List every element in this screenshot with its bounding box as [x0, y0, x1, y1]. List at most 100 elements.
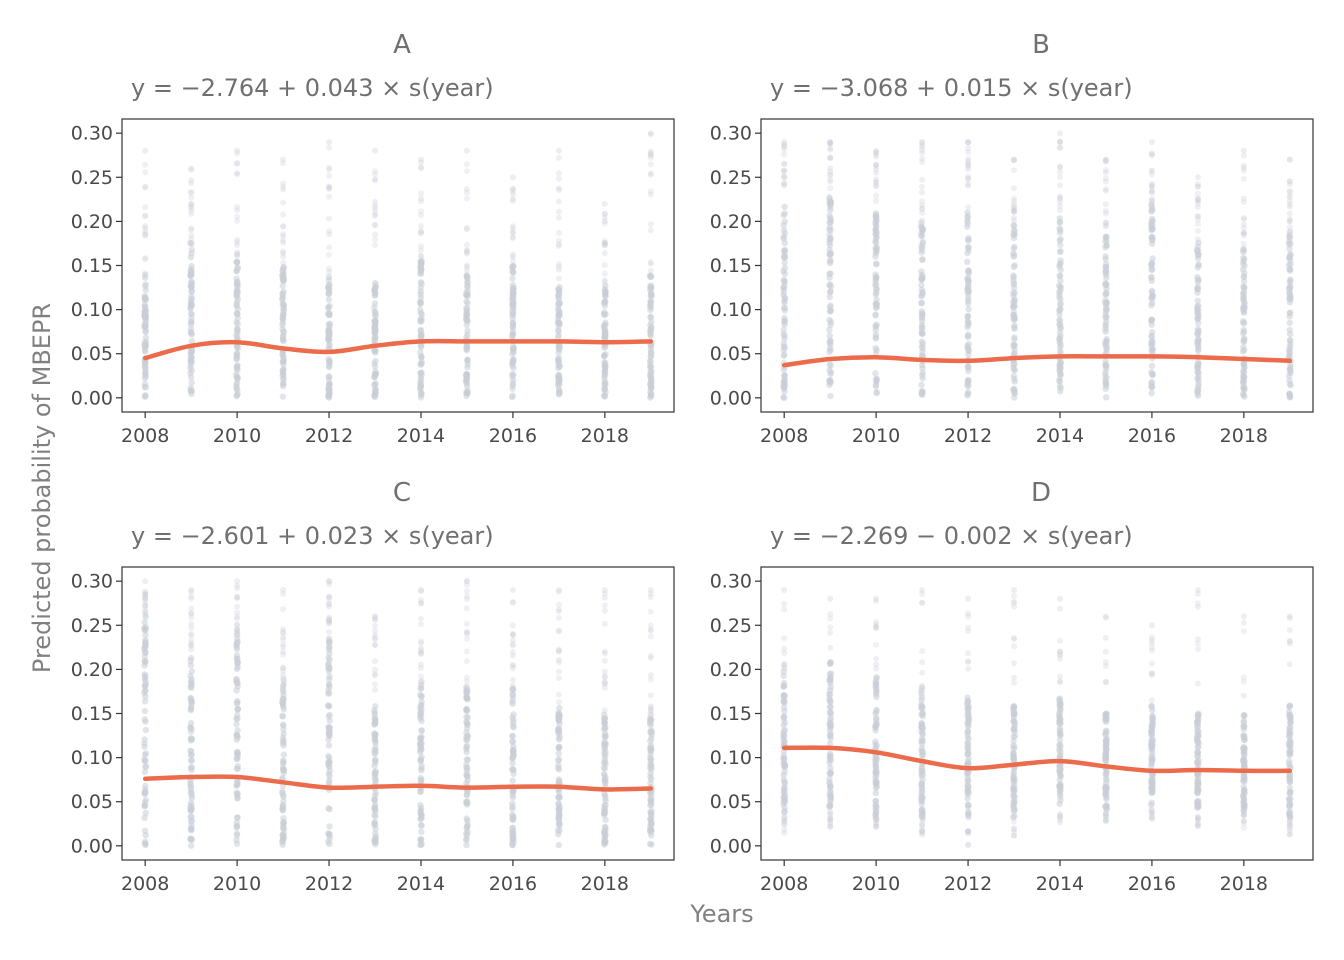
- data-point: [780, 247, 788, 254]
- data-point: [555, 327, 562, 334]
- data-point: [647, 221, 654, 228]
- data-point: [326, 144, 333, 151]
- data-point: [1194, 590, 1201, 597]
- data-point: [188, 205, 195, 212]
- data-point: [826, 270, 833, 277]
- data-point: [919, 227, 926, 234]
- data-point: [827, 203, 834, 211]
- data-point: [464, 356, 471, 363]
- data-point: [464, 764, 471, 772]
- data-point: [965, 139, 972, 146]
- data-point: [1194, 640, 1201, 647]
- data-point: [647, 706, 654, 713]
- data-point: [872, 239, 880, 246]
- data-point: [601, 836, 608, 843]
- data-point: [1102, 207, 1109, 214]
- data-point: [1057, 388, 1064, 395]
- data-point: [919, 176, 926, 183]
- data-point: [463, 311, 471, 318]
- data-point: [1010, 750, 1017, 757]
- data-point: [1286, 763, 1293, 770]
- data-point: [827, 812, 834, 819]
- data-point: [873, 192, 880, 199]
- data-point: [1285, 261, 1293, 269]
- data-point: [872, 691, 880, 698]
- data-point: [418, 649, 424, 656]
- data-point: [418, 638, 424, 645]
- data-point: [371, 393, 379, 400]
- data-point: [872, 253, 879, 260]
- data-point: [1240, 820, 1247, 827]
- data-point: [1287, 382, 1294, 389]
- data-point: [827, 140, 834, 147]
- data-point: [647, 802, 654, 809]
- data-point: [873, 619, 880, 626]
- data-point: [418, 212, 424, 219]
- y-tick-label: 0.15: [710, 703, 752, 725]
- data-point: [233, 355, 240, 363]
- data-point: [827, 198, 835, 205]
- data-point: [964, 300, 972, 307]
- data-point: [233, 721, 240, 728]
- data-point: [464, 317, 471, 324]
- data-point: [188, 620, 195, 627]
- data-point: [280, 730, 287, 737]
- data-point: [827, 815, 834, 822]
- data-point: [1285, 285, 1293, 292]
- data-point: [188, 166, 195, 173]
- data-point: [1148, 814, 1155, 821]
- data-point: [781, 388, 788, 395]
- data-point: [873, 623, 880, 630]
- data-point: [141, 662, 148, 669]
- data-point: [873, 754, 880, 761]
- data-point: [555, 800, 562, 807]
- data-point: [873, 822, 880, 829]
- data-point: [964, 769, 971, 776]
- data-point: [509, 812, 517, 820]
- data-point: [602, 778, 609, 785]
- data-point: [827, 808, 834, 815]
- data-point: [1056, 363, 1064, 371]
- data-point: [919, 183, 926, 190]
- data-point: [1194, 236, 1201, 242]
- data-point: [141, 652, 148, 660]
- data-point: [873, 675, 880, 682]
- data-point: [233, 643, 240, 650]
- data-point: [326, 595, 333, 602]
- points-group: [780, 130, 1294, 401]
- data-point: [280, 767, 287, 774]
- data-point: [463, 734, 470, 741]
- data-point: [234, 609, 241, 616]
- data-point: [1286, 254, 1293, 261]
- data-point: [325, 296, 333, 303]
- data-point: [1148, 317, 1155, 324]
- data-point: [556, 810, 563, 817]
- data-point: [371, 300, 379, 307]
- data-point: [1102, 815, 1109, 822]
- data-point: [827, 595, 834, 602]
- data-point: [781, 317, 788, 324]
- data-point: [827, 288, 834, 295]
- data-point: [1286, 218, 1293, 225]
- data-point: [372, 776, 379, 784]
- data-point: [555, 286, 563, 293]
- data-point: [418, 828, 425, 835]
- data-point: [141, 814, 148, 821]
- data-point: [827, 815, 834, 822]
- data-point: [965, 173, 972, 180]
- data-point: [142, 612, 149, 618]
- data-point: [1286, 181, 1293, 188]
- data-point: [555, 303, 562, 310]
- data-point: [647, 131, 654, 138]
- data-point: [826, 720, 833, 727]
- data-point: [463, 291, 470, 298]
- data-point: [873, 198, 880, 204]
- data-point: [780, 739, 788, 747]
- data-point: [326, 311, 333, 319]
- data-point: [418, 228, 424, 235]
- data-point: [280, 626, 287, 633]
- panel-equation: y = −3.068 + 0.015 × s(year): [770, 74, 1133, 102]
- data-point: [279, 393, 286, 400]
- data-point: [463, 815, 470, 822]
- data-point: [509, 682, 516, 689]
